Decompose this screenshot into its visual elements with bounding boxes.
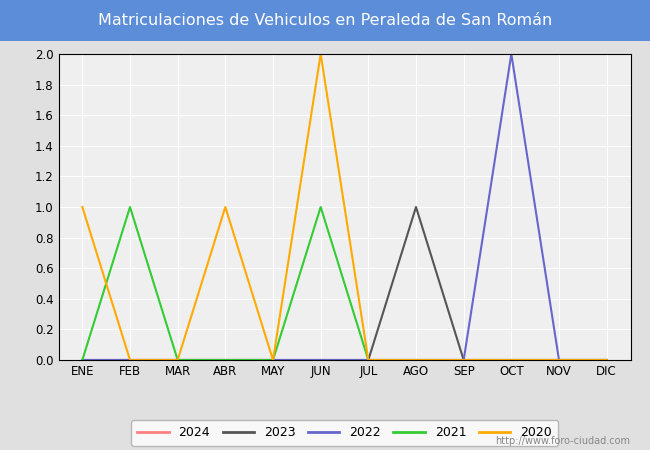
2021	[174, 357, 181, 363]
2020	[508, 357, 515, 363]
2021	[603, 357, 610, 363]
2022	[508, 51, 515, 57]
2024	[222, 357, 229, 363]
2024	[126, 357, 134, 363]
2024	[460, 357, 467, 363]
2024	[603, 357, 610, 363]
2022	[317, 357, 324, 363]
2023	[222, 357, 229, 363]
2020	[126, 357, 134, 363]
2020	[174, 357, 181, 363]
2020	[317, 51, 324, 57]
Legend: 2024, 2023, 2022, 2021, 2020: 2024, 2023, 2022, 2021, 2020	[131, 420, 558, 446]
Line: 2020: 2020	[83, 54, 606, 360]
2022	[79, 357, 86, 363]
2023	[460, 357, 467, 363]
2024	[365, 357, 372, 363]
2022	[460, 357, 467, 363]
2024	[555, 357, 563, 363]
2022	[269, 357, 277, 363]
2021	[365, 357, 372, 363]
2022	[555, 357, 563, 363]
2023	[603, 357, 610, 363]
Line: 2021: 2021	[83, 207, 606, 360]
2021	[126, 204, 134, 210]
2022	[412, 357, 420, 363]
2020	[412, 357, 420, 363]
2020	[460, 357, 467, 363]
2020	[222, 204, 229, 210]
2021	[222, 357, 229, 363]
2024	[79, 357, 86, 363]
2020	[603, 357, 610, 363]
2023	[365, 357, 372, 363]
2024	[508, 357, 515, 363]
2024	[269, 357, 277, 363]
2023	[174, 357, 181, 363]
2023	[126, 357, 134, 363]
2021	[555, 357, 563, 363]
Text: http://www.foro-ciudad.com: http://www.foro-ciudad.com	[495, 436, 630, 446]
2022	[174, 357, 181, 363]
Text: Matriculaciones de Vehiculos en Peraleda de San Román: Matriculaciones de Vehiculos en Peraleda…	[98, 13, 552, 28]
Line: 2023: 2023	[83, 207, 606, 360]
2020	[555, 357, 563, 363]
2023	[317, 357, 324, 363]
2024	[412, 357, 420, 363]
2023	[508, 357, 515, 363]
2023	[79, 357, 86, 363]
2023	[555, 357, 563, 363]
2021	[508, 357, 515, 363]
2021	[79, 357, 86, 363]
Line: 2022: 2022	[83, 54, 606, 360]
2024	[174, 357, 181, 363]
2020	[79, 204, 86, 210]
2022	[603, 357, 610, 363]
2021	[412, 357, 420, 363]
2023	[412, 204, 420, 210]
2021	[269, 357, 277, 363]
2022	[126, 357, 134, 363]
2021	[317, 204, 324, 210]
2021	[460, 357, 467, 363]
2020	[365, 357, 372, 363]
2022	[365, 357, 372, 363]
2020	[269, 357, 277, 363]
2023	[269, 357, 277, 363]
2024	[317, 357, 324, 363]
2022	[222, 357, 229, 363]
